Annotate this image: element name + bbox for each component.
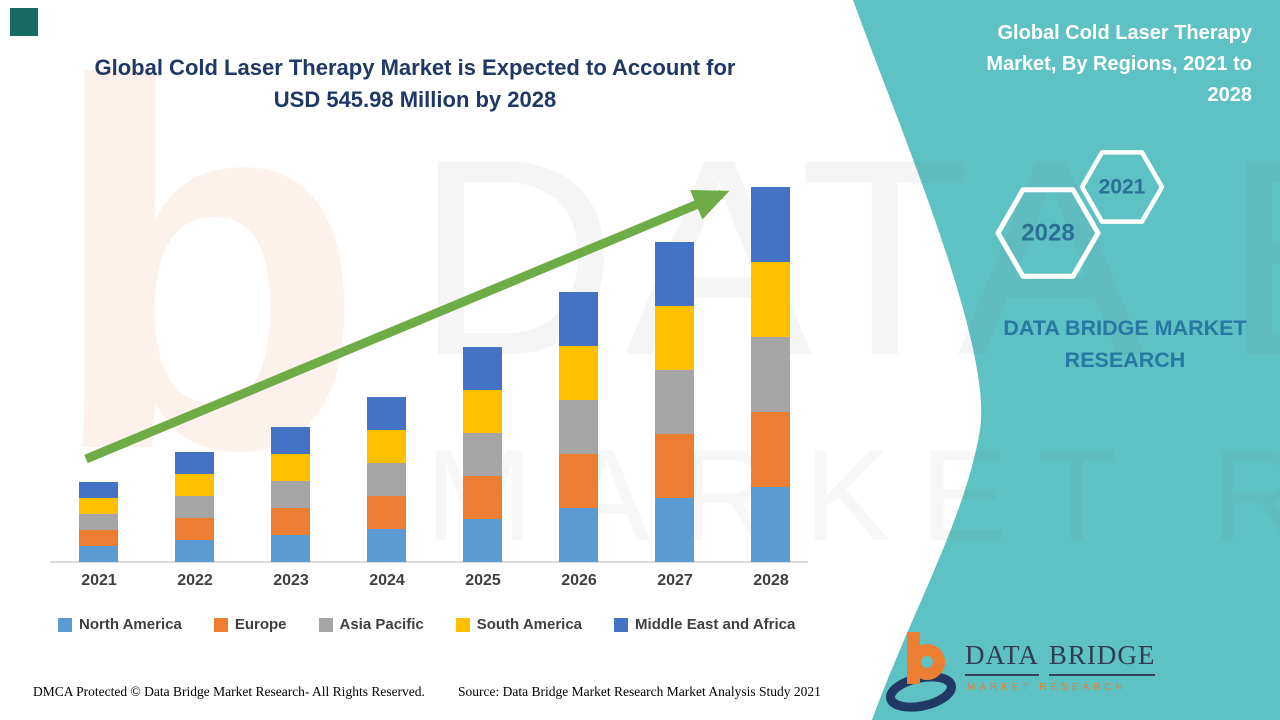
- bar-segment: [751, 487, 790, 562]
- bar-segment: [559, 292, 598, 346]
- bar-segment: [175, 452, 214, 474]
- bar-segment: [751, 262, 790, 337]
- bar-segment: [559, 400, 598, 454]
- bar-segment: [463, 390, 502, 433]
- bar-segment: [463, 433, 502, 476]
- stacked-bar-2028: [751, 187, 790, 562]
- bar-segment: [367, 430, 406, 463]
- bar-segment: [751, 187, 790, 262]
- databridge-logo: DATA BRIDGE MARKET RESEARCH: [885, 632, 1156, 716]
- stacked-bar-2025: [463, 347, 502, 562]
- x-axis-label: 2027: [657, 572, 693, 589]
- x-axis-label: 2023: [273, 572, 309, 589]
- legend-label: Asia Pacific: [339, 616, 424, 633]
- legend-label: South America: [476, 616, 583, 633]
- bar-segment: [655, 306, 694, 370]
- bar-segment: [271, 427, 310, 454]
- x-axis-label: 2028: [753, 572, 789, 589]
- bar-segment: [751, 412, 790, 487]
- stacked-bar-2023: [271, 427, 310, 562]
- bar-segment: [79, 482, 118, 498]
- legend-swatch: [58, 617, 72, 632]
- trend-arrow: [84, 189, 730, 464]
- bar-segment: [367, 463, 406, 496]
- side-panel-title: Global Cold Laser Therapy Market, By Reg…: [986, 22, 1252, 106]
- bar-segment: [271, 454, 310, 481]
- footer-dmca-text: DMCA Protected © Data Bridge Market Rese…: [33, 684, 425, 699]
- legend-label: Europe: [234, 616, 287, 633]
- year-hexagons: 2021 2028: [995, 150, 1165, 279]
- bar-segment: [367, 496, 406, 529]
- x-axis-line: [50, 561, 808, 563]
- x-axis-labels: 2021 2022 2023 2024 2025 2026 2027 2028: [50, 572, 810, 598]
- bar-segment: [79, 530, 118, 546]
- legend-swatch: [213, 617, 228, 632]
- bar-segment: [559, 508, 598, 562]
- stacked-bar-2021: [79, 482, 118, 562]
- chart-legend: North America Europe Asia Pacific South Ame…: [58, 616, 795, 633]
- bar-segment: [655, 370, 694, 434]
- bar-segment: [655, 242, 694, 306]
- legend-swatch: [318, 617, 333, 632]
- stacked-bar-2024: [367, 397, 406, 562]
- bar-segment: [463, 347, 502, 390]
- stacked-bar-2026: [559, 292, 598, 562]
- bar-segment: [79, 514, 118, 530]
- legend-swatch: [455, 617, 470, 632]
- bar-segment: [175, 540, 214, 562]
- stacked-bar-2022: [175, 452, 214, 562]
- bar-segment: [271, 508, 310, 535]
- brand-text: DATA BRIDGE MARKET RESEARCH: [1003, 316, 1247, 373]
- bar-segment: [655, 498, 694, 562]
- bar-segment: [463, 476, 502, 519]
- x-axis-label: 2022: [177, 572, 213, 589]
- x-axis-label: 2026: [561, 572, 597, 589]
- stacked-bar-2027: [655, 242, 694, 562]
- x-axis-label: 2021: [81, 572, 117, 589]
- bar-segment: [79, 546, 118, 562]
- bar-chart-plot: [50, 180, 810, 563]
- x-axis-label: 2025: [465, 572, 501, 589]
- bar-segment: [175, 474, 214, 496]
- bar-segment: [175, 496, 214, 518]
- legend-item: North America: [58, 616, 182, 633]
- chart-title: Global Cold Laser Therapy Market is Expe…: [94, 55, 736, 112]
- bar-segment: [175, 518, 214, 540]
- legend-item: Middle East and Africa: [614, 616, 795, 633]
- bar-segment: [559, 454, 598, 508]
- legend-label: Middle East and Africa: [635, 616, 796, 633]
- bar-segment: [367, 529, 406, 562]
- logo-name-word1: DATA: [965, 640, 1039, 676]
- bar-segment: [271, 481, 310, 508]
- footer-source-text: Source: Data Bridge Market Research Mark…: [458, 684, 821, 699]
- hexagon-2021-outline: [1079, 150, 1165, 224]
- bar-segment: [271, 535, 310, 562]
- bar-segment: [79, 498, 118, 514]
- legend-swatch: [614, 617, 629, 632]
- bar-segment: [751, 337, 790, 412]
- legend-item: Asia Pacific: [318, 616, 424, 633]
- bar-segment: [655, 434, 694, 498]
- logo-name: DATA BRIDGE: [965, 640, 1156, 676]
- logo-subtitle: MARKET RESEARCH: [967, 682, 1127, 693]
- legend-label: North America: [79, 616, 182, 633]
- x-axis-label: 2024: [369, 572, 405, 589]
- legend-item: South America: [455, 616, 583, 633]
- legend-item: Europe: [213, 616, 287, 633]
- logo-name-word2: BRIDGE: [1048, 640, 1156, 676]
- bar-segment: [367, 397, 406, 430]
- corner-accent-square: [10, 8, 38, 36]
- hexagon-year-front: 2028: [1021, 220, 1074, 247]
- hexagon-2028-outline: [995, 187, 1101, 279]
- databridge-logo-icon: [886, 632, 956, 712]
- bar-segment: [559, 346, 598, 400]
- bar-segment: [463, 519, 502, 562]
- hexagon-year-back: 2021: [1099, 176, 1146, 199]
